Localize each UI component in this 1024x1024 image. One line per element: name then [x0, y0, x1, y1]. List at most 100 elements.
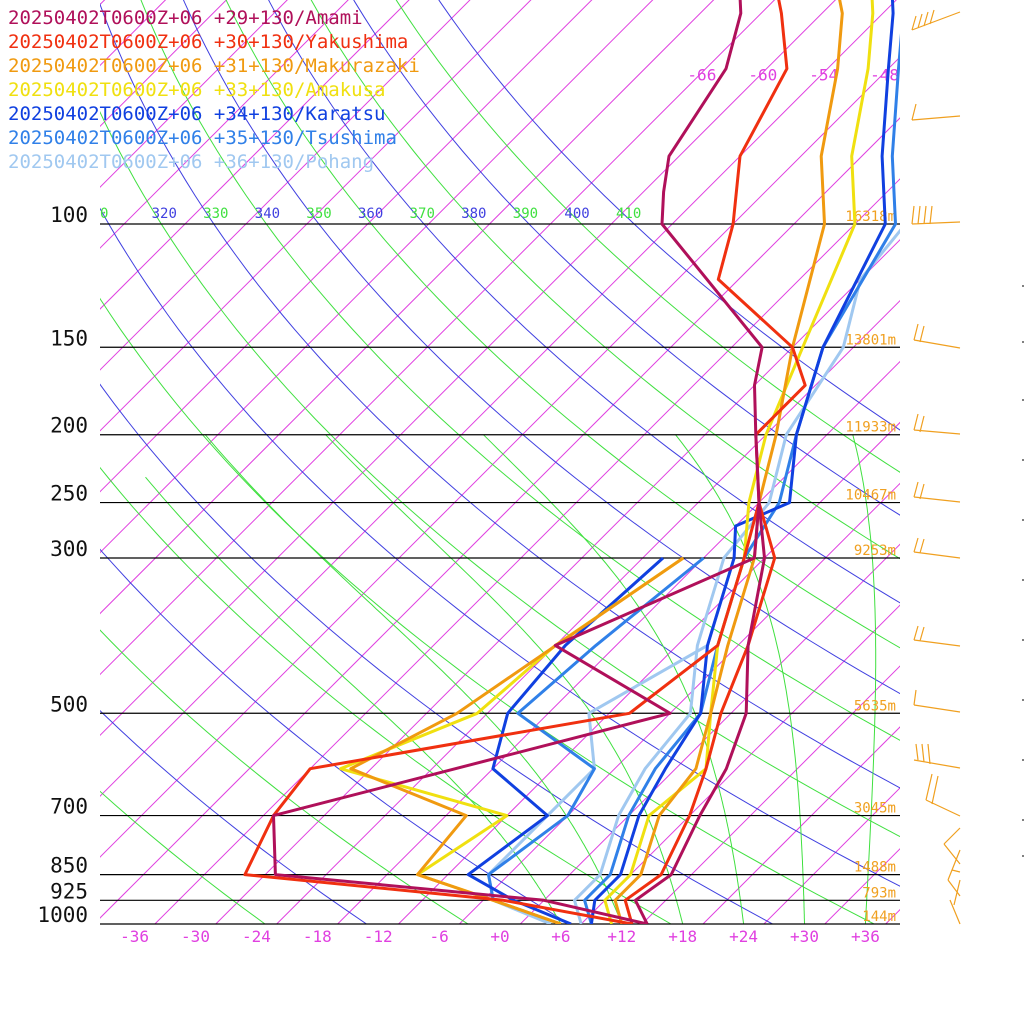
dry-adiabat-line [353, 0, 900, 516]
pressure-level-label: 925 [50, 879, 88, 903]
isotherm-line [154, 178, 900, 924]
wind-barb [913, 323, 961, 349]
temperature-tick-label: +18 [668, 927, 697, 946]
wind-barb [913, 625, 961, 647]
isotherm-line [580, 604, 900, 924]
temperature-profile [613, 0, 844, 924]
dry-adiabat-line [140, 0, 900, 741]
isotherm-line [100, 0, 776, 676]
legend-entry: 20250402T0600Z+06 +29+130/Amami [8, 7, 363, 29]
dewpoint-profile [243, 502, 761, 924]
isotherm-line [100, 0, 715, 615]
temperature-tick-label: +0 [490, 927, 509, 946]
dry-adiabat-line [182, 0, 900, 695]
wind-barb [913, 537, 961, 559]
pressure-level-label: 850 [50, 854, 88, 878]
moist-adiabat-line [852, 434, 877, 924]
theta-label: 360 [358, 206, 383, 222]
height-label: 3045m [854, 801, 896, 817]
wind-barb [925, 773, 961, 817]
upper-temperature-tick-label: -60 [748, 66, 777, 85]
theta-label: 370 [410, 206, 435, 222]
temperature-tick-label: -12 [364, 927, 393, 946]
height-label: 10467m [845, 488, 896, 504]
wind-barb [943, 827, 961, 865]
temperature-tick-label: -30 [181, 927, 210, 946]
dry-adiabat-line [100, 466, 672, 924]
pressure-level-label: 700 [50, 795, 88, 819]
upper-temperature-tick-label: -54 [809, 66, 838, 85]
temperature-tick-label: -36 [120, 927, 149, 946]
temperature-tick-label: -18 [303, 927, 332, 946]
wind-barbs [911, 9, 1024, 925]
height-label: 11933m [845, 420, 896, 436]
dry-adiabat-line [100, 709, 367, 924]
temperature-profile [583, 33, 900, 924]
legend-entry: 20250402T0600Z+06 +35+130/Tsushima [8, 127, 397, 149]
dry-adiabat-line [100, 383, 773, 924]
legend: 20250402T0600Z+06 +29+130/Amami20250402T… [8, 7, 420, 173]
wind-barb [913, 689, 961, 713]
pressure-level-label: 250 [50, 482, 88, 506]
dry-adiabat-line [100, 629, 469, 924]
moist-adiabat-line [325, 434, 684, 924]
isotherm-line [276, 299, 900, 924]
isotherm-line [100, 0, 897, 797]
wind-barb [913, 743, 961, 769]
moist-adiabat-line [145, 476, 562, 924]
theta-label: 320 [152, 206, 177, 222]
legend-entry: 20250402T0600Z+06 +30+130/Yakushima [8, 31, 408, 53]
dry-adiabat-line [310, 0, 900, 560]
height-label: 144m [862, 909, 896, 925]
temperature-profile [573, 228, 900, 924]
wind-barb [947, 849, 961, 897]
dry-adiabat-line [100, 110, 900, 838]
legend-entry: 20250402T0600Z+06 +31+130/Makurazaki [8, 55, 420, 77]
isotherm-line [519, 543, 900, 924]
dry-adiabat-line [268, 0, 900, 604]
theta-label: 380 [461, 206, 486, 222]
temperature-tick-label: +6 [551, 927, 570, 946]
dewpoint-profile [272, 502, 761, 924]
isotherm-line [459, 482, 900, 924]
pressure-level-label: 100 [50, 203, 88, 227]
dry-adiabat-line [225, 0, 900, 649]
height-label: 9253m [854, 543, 896, 559]
legend-entry: 20250402T0600Z+06 +34+130/Karatsu [8, 103, 386, 125]
wind-barb [949, 879, 961, 925]
isotherm-line [100, 0, 471, 371]
isotherm-line [641, 665, 900, 924]
temperature-tick-label: +30 [790, 927, 819, 946]
isotherm-line [100, 0, 593, 493]
height-label: 13801m [845, 332, 896, 348]
theta-label: 0 [100, 206, 108, 222]
theta-label: 340 [255, 206, 280, 222]
theta-label: 330 [203, 206, 228, 222]
upper-temperature-tick-label: -66 [687, 66, 716, 85]
pressure-level-label: 200 [50, 414, 88, 438]
dry-adiabat-line [100, 3, 900, 789]
dry-adiabat-line [100, 548, 570, 924]
theta-label: 350 [306, 206, 331, 222]
height-label: 793m [862, 885, 896, 901]
sounding-profiles [243, 0, 900, 924]
legend-entry: 20250402T0600Z+06 +33+130/Amakusa [8, 79, 386, 101]
moist-adiabat-line [204, 434, 623, 924]
moist-adiabat-line [675, 434, 805, 924]
wind-barb [911, 205, 961, 225]
pressure-level-label: 1000 [37, 903, 88, 927]
theta-label: 390 [513, 206, 538, 222]
pressure-level-label: 150 [50, 326, 88, 350]
upper-temperature-tick-label: -48 [870, 66, 899, 85]
isotherm-line [100, 117, 900, 919]
pressure-level-label: 300 [50, 537, 88, 561]
wind-barb [913, 413, 961, 435]
pressure-level-label: 500 [50, 692, 88, 716]
wind-barb [911, 103, 961, 121]
isotherm-line [100, 0, 532, 432]
isotherm-line [100, 56, 900, 858]
height-label: 5635m [854, 698, 896, 714]
theta-label: 400 [564, 206, 589, 222]
